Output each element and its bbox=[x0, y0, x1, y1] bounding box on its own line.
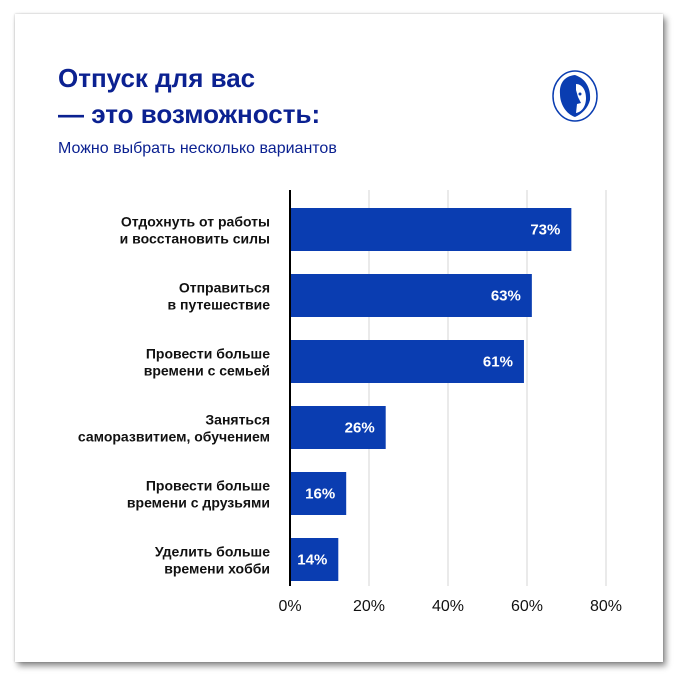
category-label: Провести больше bbox=[146, 478, 270, 494]
lion-logo-icon bbox=[552, 70, 598, 127]
x-tick-label: 20% bbox=[353, 598, 385, 615]
category-label: в путешествие bbox=[168, 297, 271, 313]
x-tick-label: 0% bbox=[278, 598, 301, 615]
bar bbox=[290, 538, 339, 581]
category-label: времени с друзьями bbox=[127, 495, 270, 511]
data-label: 61% bbox=[483, 354, 513, 371]
category-label: времени хобби bbox=[164, 561, 270, 577]
category-label: и восстановить силы bbox=[120, 231, 270, 247]
category-label: Провести больше bbox=[146, 346, 270, 362]
x-tick-label: 40% bbox=[432, 598, 464, 615]
bar bbox=[290, 274, 532, 317]
chart-title: Отпуск для вас — это возможность: bbox=[58, 60, 320, 132]
data-label: 63% bbox=[491, 288, 521, 305]
data-label: 16% bbox=[305, 486, 335, 503]
bar bbox=[290, 406, 386, 449]
category-label: Заняться bbox=[205, 412, 270, 428]
category-label: времени с семьей bbox=[144, 363, 270, 379]
bar bbox=[290, 340, 524, 383]
category-label: Отправиться bbox=[179, 280, 270, 296]
data-label: 26% bbox=[345, 420, 375, 437]
chart-subtitle: Можно выбрать несколько вариантов bbox=[58, 140, 337, 157]
x-tick-label: 80% bbox=[590, 598, 622, 615]
bar bbox=[290, 208, 572, 251]
category-label: саморазвитием, обучением bbox=[78, 429, 270, 445]
title-line-1: Отпуск для вас bbox=[58, 63, 256, 93]
category-label: Отдохнуть от работы bbox=[121, 214, 270, 230]
category-label: Уделить больше bbox=[155, 544, 270, 560]
bar bbox=[290, 472, 347, 515]
data-label: 73% bbox=[530, 222, 560, 239]
title-line-2: — это возможность: bbox=[58, 99, 321, 129]
data-label: 14% bbox=[297, 552, 327, 569]
x-tick-label: 60% bbox=[511, 598, 543, 615]
card bbox=[15, 14, 663, 662]
